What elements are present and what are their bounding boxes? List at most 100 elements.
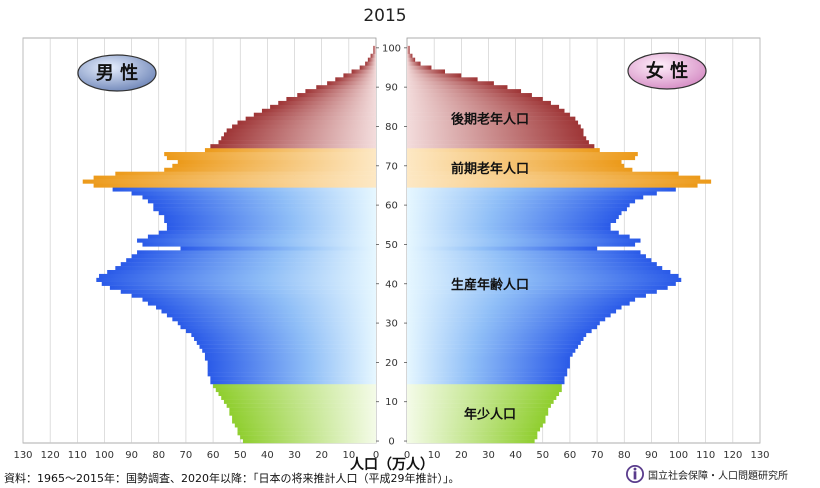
x-tick-right: 100 [669,450,688,461]
x-tick-right: 80 [618,450,631,461]
male-bar-age-51 [137,238,376,243]
age-tick-label: 90 [385,83,398,94]
male-bar-age-22 [204,352,376,357]
male-bar-age-71 [177,159,376,165]
male-bar-age-34 [156,305,376,310]
male-bar-age-75 [210,144,376,149]
female-bar-age-50 [407,242,636,247]
female-bar-age-23 [407,348,576,353]
male-bar-age-55 [166,222,376,227]
female-label: 女 性 [646,60,688,82]
x-tick-right: 10 [428,450,441,461]
female-bar-age-45 [407,262,657,267]
x-tick-left: 30 [288,450,301,461]
male-bar-age-13 [215,387,376,393]
female-bar-age-33 [407,309,617,314]
age-tick-label: 20 [385,358,398,369]
male-x-ticks: 130 120 110 100 90 80 70 60 50 40 30 20 10 0 [13,450,379,461]
x-tick-right: 50 [536,450,549,461]
male-bar-age-25 [196,340,376,345]
female-badge: 女 性 [627,52,707,90]
female-bar-age-59 [407,207,627,212]
female-bar-age-7 [407,411,549,416]
female-bar-age-93 [407,73,462,78]
x-tick-left: 20 [315,450,328,461]
male-bar-age-62 [142,195,376,200]
male-bar-age-29 [180,325,376,330]
age-tick-label: 40 [385,279,398,290]
female-bar-age-98 [407,53,413,58]
female-bar-age-0 [407,439,535,444]
female-bar-age-11 [407,395,557,400]
male-bar-age-19 [207,364,376,369]
x-tick-right: 20 [455,450,468,461]
male-bar-age-23 [202,348,376,353]
female-bar-age-64 [407,187,676,192]
female-bar-age-99 [407,49,410,54]
female-bar-age-54 [407,226,611,231]
male-bar-age-38 [120,289,376,294]
source-note: 資料：1965～2015年：国勢調査、2020年以降：「日本の将来推計人口（平成… [4,472,460,485]
male-bar-age-33 [161,309,376,314]
female-bar-age-92 [407,77,478,82]
male-bar-age-61 [147,199,376,204]
group-label: 前期老年人口 [451,161,529,177]
female-bar-age-53 [407,230,619,235]
female-bar-age-78 [407,132,584,137]
male-bar-age-37 [131,293,376,298]
organization-credit: 国立社会保障・人口問題研究所 [626,465,788,483]
male-bar-age-97 [367,57,376,62]
female-bar-age-16 [407,376,565,381]
male-label: 男 性 [96,62,138,84]
female-bar-age-40 [407,281,676,286]
male-bar-age-3 [237,427,376,432]
male-bar-age-18 [207,368,376,373]
age-tick-label: 10 [385,397,398,408]
female-bar-age-84 [407,108,565,113]
male-bar-age-80 [232,124,376,129]
male-bar-age-12 [218,391,376,397]
female-bar-age-80 [407,124,581,129]
ipss-logo-icon [626,465,644,483]
female-bar-age-24 [407,344,579,349]
female-bar-age-25 [407,340,581,345]
male-bar-age-14 [213,384,376,389]
female-bar-age-82 [407,116,576,121]
group-label: 生産年齢人口 [451,277,529,293]
female-bar-age-6 [407,415,546,420]
female-bar-age-1 [407,435,538,440]
female-bar-age-46 [407,258,652,263]
male-bar-age-6 [232,415,376,420]
female-bar-age-55 [407,222,611,227]
female-bar-age-27 [407,332,587,338]
male-bar-age-48 [137,250,376,255]
x-tick-right: 70 [591,450,604,461]
female-bar-age-61 [407,199,636,204]
female-bar-age-73 [407,152,638,157]
male-bar-age-7 [229,411,376,416]
male-bar-age-92 [335,77,376,82]
male-bar-age-45 [120,262,376,267]
female-bar-age-15 [407,380,565,385]
male-bar-age-26 [194,336,376,341]
male-bar-age-59 [153,207,376,212]
male-bar-age-87 [286,96,376,102]
chart-title: 2015 [363,6,406,26]
female-bar-age-69 [407,167,633,172]
male-bar-age-50 [142,242,376,247]
male-bar-age-27 [191,332,376,338]
female-bar-age-20 [407,360,570,365]
x-tick-right: 110 [696,450,715,461]
x-tick-left: 80 [152,450,165,461]
male-bar-age-84 [261,108,376,113]
male-bar-age-65 [93,183,376,188]
female-bar-age-52 [407,234,630,239]
male-bar-age-36 [142,297,376,302]
female-bar-age-49 [407,246,598,251]
age-tick-label: 30 [385,319,398,330]
x-tick-right: 60 [564,450,577,461]
female-bar-age-96 [407,61,421,66]
male-bar-age-78 [223,132,376,137]
